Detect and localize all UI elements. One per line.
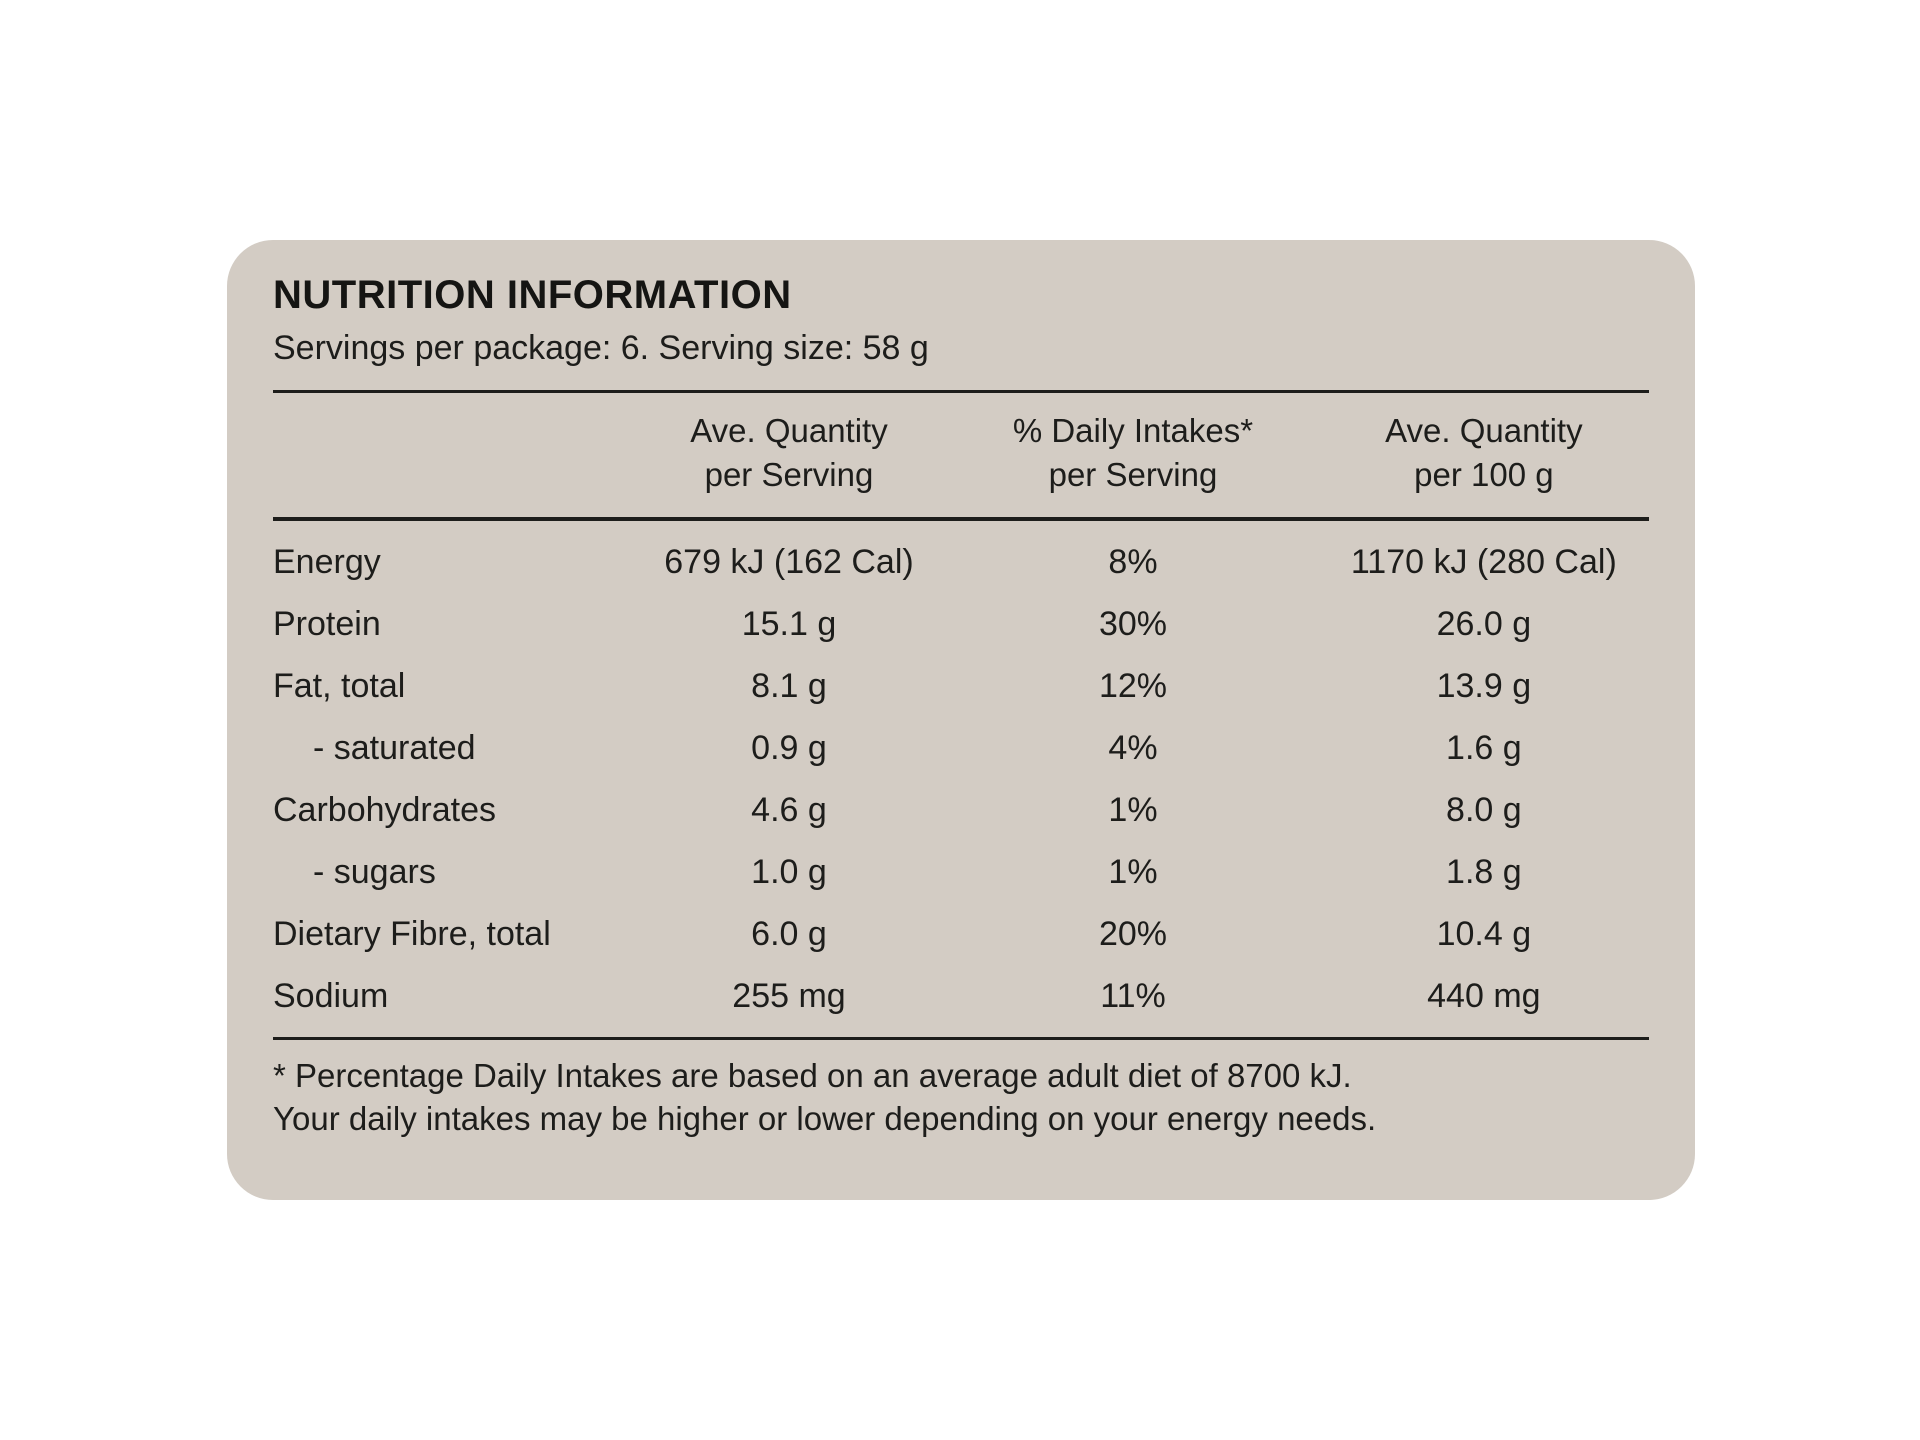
table-row-sodium: Sodium 255 mg 11% 440 mg — [273, 965, 1649, 1027]
row-daily-intake: 11% — [1100, 976, 1166, 1015]
table-body: Energy 679 kJ (162 Cal) 8% 1170 kJ (280 … — [273, 521, 1649, 1037]
nutrition-label-card: NUTRITION INFORMATION Servings per packa… — [227, 240, 1695, 1200]
row-per-serving: 0.9 g — [751, 728, 827, 767]
divider-bottom — [273, 1037, 1649, 1040]
row-label: Carbohydrates — [273, 790, 497, 829]
table-row-saturated: - saturated 0.9 g 4% 1.6 g — [273, 717, 1649, 779]
row-label: Sodium — [273, 976, 389, 1015]
row-daily-intake: 8% — [1108, 542, 1158, 581]
row-per-serving: 15.1 g — [741, 604, 837, 643]
divider-header — [273, 517, 1649, 521]
row-per-100g: 8.0 g — [1446, 790, 1522, 829]
header-per-serving: Ave. Quantity per Serving — [631, 409, 947, 497]
header-per-100g-line2: per 100 g — [1414, 456, 1554, 493]
row-label: - sugars — [313, 852, 436, 891]
servings-line: Servings per package: 6. Serving size: 5… — [273, 329, 929, 367]
header-daily-intakes-line1: % Daily Intakes* — [1012, 412, 1254, 449]
header-per-100g: Ave. Quantity per 100 g — [1319, 409, 1649, 497]
row-per-100g: 440 mg — [1427, 976, 1541, 1015]
row-per-100g: 13.9 g — [1436, 666, 1532, 705]
footnote: * Percentage Daily Intakes are based on … — [273, 1054, 1649, 1140]
header-per-serving-line1: Ave. Quantity — [690, 412, 888, 449]
row-per-serving: 255 mg — [732, 976, 846, 1015]
table-header-row: Ave. Quantity per Serving % Daily Intake… — [273, 393, 1649, 517]
row-label: - saturated — [313, 728, 476, 767]
row-per-100g: 1.6 g — [1446, 728, 1522, 767]
row-per-100g: 1170 kJ (280 Cal) — [1350, 542, 1617, 581]
row-per-serving: 1.0 g — [751, 852, 827, 891]
row-per-100g: 26.0 g — [1436, 604, 1532, 643]
row-daily-intake: 20% — [1098, 914, 1167, 953]
table-row-protein: Protein 15.1 g 30% 26.0 g — [273, 593, 1649, 655]
row-label: Energy — [273, 542, 381, 581]
header-per-serving-line2: per Serving — [704, 456, 874, 493]
page-title: NUTRITION INFORMATION — [273, 273, 792, 317]
footnote-line1: * Percentage Daily Intakes are based on … — [273, 1057, 1352, 1094]
row-per-serving: 6.0 g — [751, 914, 827, 953]
row-daily-intake: 1% — [1108, 852, 1158, 891]
row-daily-intake: 1% — [1108, 790, 1158, 829]
row-label: Fat, total — [273, 666, 406, 705]
row-label: Dietary Fibre, total — [273, 914, 551, 953]
table-row-sugars: - sugars 1.0 g 1% 1.8 g — [273, 841, 1649, 903]
header-empty — [273, 409, 631, 497]
table-row-dietary-fibre: Dietary Fibre, total 6.0 g 20% 10.4 g — [273, 903, 1649, 965]
row-per-serving: 8.1 g — [751, 666, 827, 705]
header-daily-intakes: % Daily Intakes* per Serving — [947, 409, 1319, 497]
table-row-fat-total: Fat, total 8.1 g 12% 13.9 g — [273, 655, 1649, 717]
divider-top — [273, 390, 1649, 393]
table-row-carbohydrates: Carbohydrates 4.6 g 1% 8.0 g — [273, 779, 1649, 841]
row-label: Protein — [273, 604, 381, 643]
row-daily-intake: 4% — [1108, 728, 1158, 767]
footnote-line2: Your daily intakes may be higher or lowe… — [273, 1100, 1377, 1137]
row-daily-intake: 12% — [1098, 666, 1167, 705]
row-per-100g: 10.4 g — [1436, 914, 1532, 953]
row-daily-intake: 30% — [1098, 604, 1167, 643]
row-per-serving: 679 kJ (162 Cal) — [664, 542, 914, 581]
header-per-100g-line1: Ave. Quantity — [1385, 412, 1583, 449]
row-per-serving: 4.6 g — [751, 790, 827, 829]
row-per-100g: 1.8 g — [1446, 852, 1522, 891]
table-row-energy: Energy 679 kJ (162 Cal) 8% 1170 kJ (280 … — [273, 531, 1649, 593]
header-daily-intakes-line2: per Serving — [1048, 456, 1218, 493]
